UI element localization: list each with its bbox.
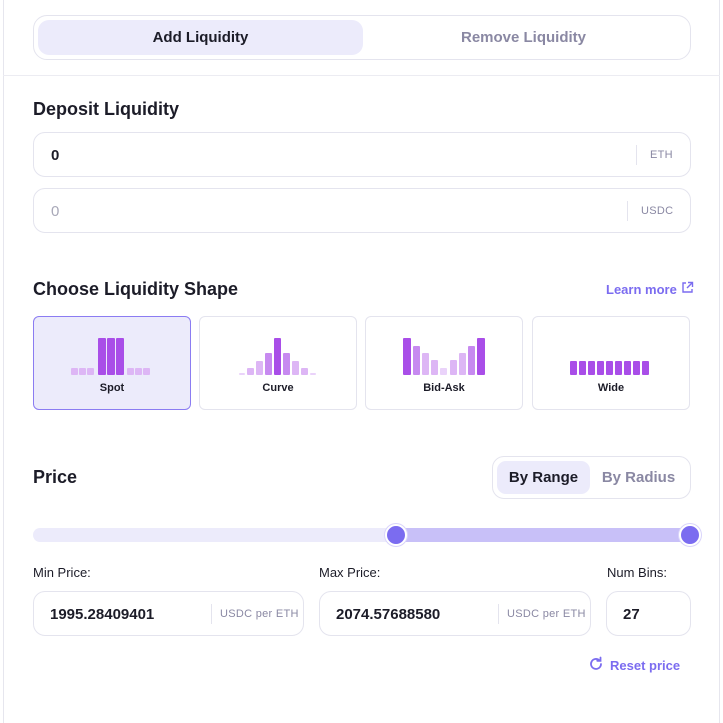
- shape-label-curve: Curve: [262, 382, 294, 394]
- price-range-selected: [396, 528, 691, 542]
- unit-divider: [636, 145, 637, 165]
- unit-divider: [211, 604, 212, 624]
- max-price-input[interactable]: [334, 592, 498, 637]
- usdc-amount-field: USDC: [33, 188, 691, 234]
- shape-label-bid-ask: Bid-Ask: [423, 382, 465, 394]
- shape-option-curve[interactable]: Curve: [199, 316, 357, 410]
- min-price-unit: USDC per ETH: [220, 607, 299, 620]
- eth-amount-input[interactable]: [49, 133, 613, 178]
- liquidity-tabs: Add Liquidity Remove Liquidity: [33, 15, 691, 60]
- by-range-button[interactable]: By Range: [497, 461, 590, 494]
- usdc-unit-label: USDC: [641, 204, 674, 217]
- price-mode-toggle: By Range By Radius: [492, 456, 691, 499]
- unit-divider: [498, 604, 499, 624]
- learn-more-label: Learn more: [606, 281, 677, 297]
- max-price-unit: USDC per ETH: [507, 607, 586, 620]
- min-price-handle[interactable]: [385, 524, 407, 546]
- curve-shape-icon: [200, 329, 356, 375]
- shape-label-spot: Spot: [99, 382, 125, 394]
- shape-option-wide[interactable]: Wide: [532, 316, 690, 410]
- learn-more-link[interactable]: Learn more: [606, 281, 694, 297]
- shape-option-bid-ask[interactable]: Bid-Ask: [365, 316, 523, 410]
- price-title: Price: [33, 467, 78, 487]
- shape-label-wide: Wide: [597, 382, 625, 394]
- spot-shape-icon: [34, 329, 190, 375]
- eth-unit-label: ETH: [650, 148, 673, 161]
- tab-remove-liquidity[interactable]: Remove Liquidity: [460, 29, 587, 46]
- shape-title: Choose Liquidity Shape: [33, 279, 239, 299]
- liquidity-panel: [3, 0, 720, 723]
- min-price-label: Min Price:: [33, 565, 91, 580]
- shape-option-spot[interactable]: Spot: [33, 316, 191, 410]
- by-radius-button[interactable]: By Radius: [601, 469, 676, 486]
- reset-price-label: Reset price: [610, 658, 681, 673]
- bid-ask-shape-icon: [366, 329, 522, 375]
- deposit-title: Deposit Liquidity: [33, 99, 179, 119]
- wide-shape-icon: [533, 329, 689, 375]
- min-price-input[interactable]: [48, 592, 212, 637]
- max-price-label: Max Price:: [319, 565, 381, 580]
- num-bins-label: Num Bins:: [607, 565, 667, 580]
- refresh-icon: [588, 656, 604, 675]
- divider: [3, 75, 720, 76]
- eth-amount-field: ETH: [33, 132, 691, 178]
- external-link-icon: [681, 281, 694, 297]
- reset-price-button[interactable]: Reset price: [588, 656, 680, 675]
- num-bins-input[interactable]: [621, 592, 685, 637]
- max-price-field: USDC per ETH: [319, 591, 591, 637]
- min-price-field: USDC per ETH: [33, 591, 304, 637]
- tab-add-liquidity[interactable]: Add Liquidity: [38, 20, 363, 55]
- num-bins-field: [606, 591, 691, 637]
- usdc-amount-input[interactable]: [49, 189, 613, 234]
- max-price-handle[interactable]: [679, 524, 701, 546]
- unit-divider: [627, 201, 628, 221]
